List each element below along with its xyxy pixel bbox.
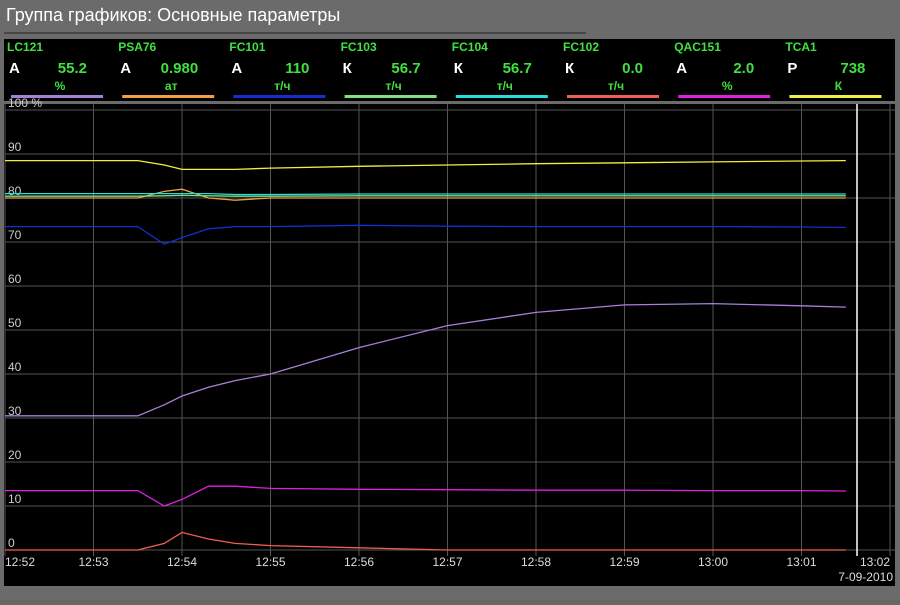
tag-color-bar bbox=[233, 95, 326, 98]
tag-unit: т/ч bbox=[608, 79, 624, 93]
series-line bbox=[5, 192, 846, 196]
y-tick-label: 20 bbox=[8, 448, 22, 462]
tag-mode: A bbox=[231, 60, 242, 77]
tag-mode: P bbox=[787, 60, 797, 77]
tag-reading: 55.2 bbox=[58, 60, 87, 77]
tag-color-bar bbox=[678, 95, 771, 98]
tag-unit: т/ч bbox=[274, 79, 290, 93]
tag-color-bar bbox=[344, 95, 437, 98]
y-tick-label: 10 bbox=[8, 492, 22, 506]
tag-reading: 0.980 bbox=[161, 60, 199, 77]
x-tick-label: 13:00 bbox=[698, 555, 728, 569]
tag-color-bar bbox=[11, 95, 103, 98]
tag-name: FC102 bbox=[563, 40, 599, 54]
tag-mode: К bbox=[565, 60, 575, 77]
x-tick-label: 12:59 bbox=[609, 555, 639, 569]
time-axis-strip bbox=[4, 556, 895, 586]
tag-color-bar bbox=[455, 95, 548, 98]
x-tick-label: 12:58 bbox=[521, 555, 551, 569]
y-tick-label: 90 bbox=[8, 140, 22, 154]
tag-reading: 0.0 bbox=[622, 60, 643, 77]
x-tick-label: 12:56 bbox=[344, 555, 374, 569]
tag-mode: A bbox=[676, 60, 687, 77]
tag-reading: 2.0 bbox=[733, 60, 754, 77]
tag-name: FC103 bbox=[341, 40, 377, 54]
series-line bbox=[5, 485, 846, 507]
tag-reading: 738 bbox=[840, 60, 865, 77]
tag-mode: К bbox=[454, 60, 464, 77]
y-tick-label: 50 bbox=[8, 316, 22, 330]
tag-reading: 110 bbox=[285, 60, 309, 77]
tag-name: QAC151 bbox=[674, 40, 721, 54]
y-tick-label: 60 bbox=[8, 272, 22, 286]
x-tick-label: 12:57 bbox=[432, 555, 462, 569]
tag-name: FC104 bbox=[452, 40, 488, 54]
tag-mode: К bbox=[343, 60, 353, 77]
tag-mode: A bbox=[120, 60, 131, 77]
tag-name: LC121 bbox=[7, 40, 43, 54]
y-tick-label: 70 bbox=[8, 228, 22, 242]
tag-color-bar bbox=[789, 95, 882, 98]
tag-color-bar bbox=[567, 95, 659, 98]
series-line bbox=[5, 531, 846, 551]
tag-reading: 56.7 bbox=[503, 60, 532, 77]
x-tick-label: 12:55 bbox=[255, 555, 285, 569]
y-tick-label: 80 bbox=[8, 184, 22, 198]
x-tick-label: 13:02 bbox=[860, 555, 890, 569]
series-line bbox=[5, 194, 846, 197]
tag-unit: % bbox=[55, 79, 66, 93]
x-tick-label: 12:53 bbox=[78, 555, 108, 569]
x-tick-label: 12:52 bbox=[5, 555, 35, 569]
tag-color-bar bbox=[122, 95, 215, 98]
y-tick-label: 0 bbox=[8, 536, 15, 550]
tag-unit: % bbox=[722, 79, 733, 93]
tag-unit: т/ч bbox=[497, 79, 513, 93]
tag-unit: К bbox=[835, 79, 843, 93]
tag-name: FC101 bbox=[229, 40, 265, 54]
series-line bbox=[5, 302, 846, 417]
window-title: Группа графиков: Основные параметры bbox=[6, 5, 340, 25]
tag-name: PSA76 bbox=[118, 40, 156, 54]
tag-unit: ат bbox=[165, 79, 178, 93]
series-line bbox=[5, 159, 846, 171]
tag-mode: A bbox=[9, 60, 20, 77]
y-tick-label: 100 % bbox=[8, 96, 42, 110]
tag-reading: 56.7 bbox=[391, 60, 420, 77]
y-tick-label: 30 bbox=[8, 404, 22, 418]
tag-panel-bar bbox=[4, 39, 895, 101]
tag-unit: т/ч bbox=[386, 79, 402, 93]
y-tick-label: 40 bbox=[8, 360, 22, 374]
tag-name: TCA1 bbox=[785, 40, 817, 54]
x-tick-label: 12:54 bbox=[167, 555, 197, 569]
date-label: 7-09-2010 bbox=[838, 570, 893, 584]
x-tick-label: 13:01 bbox=[786, 555, 816, 569]
series-line bbox=[5, 224, 846, 245]
